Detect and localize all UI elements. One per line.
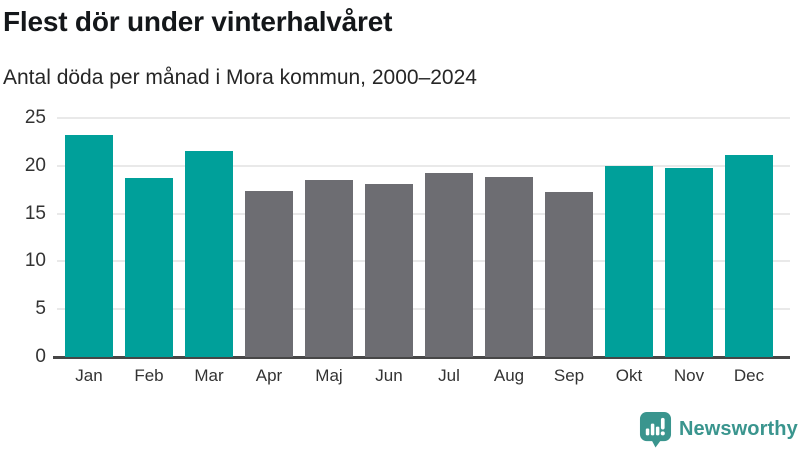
bar-sep xyxy=(545,191,593,357)
x-tick-label-aug: Aug xyxy=(493,366,525,385)
bar-maj xyxy=(305,180,353,357)
brand-name: Newsworthy xyxy=(679,418,798,440)
y-tick-label-25: 25 xyxy=(24,107,46,128)
gridline-25 xyxy=(57,117,790,119)
x-tick-label-mar: Mar xyxy=(194,366,224,385)
bar-chart-plot-area xyxy=(53,117,790,359)
gridline-15 xyxy=(57,212,790,215)
x-tick-label-jul: Jul xyxy=(438,366,460,385)
newsworthy-logo-icon xyxy=(639,412,672,448)
chart-title: Flest dör under vinterhalvåret xyxy=(3,6,393,37)
gridline-20 xyxy=(57,164,790,167)
bar-jan xyxy=(65,135,113,357)
x-tick-label-okt: Okt xyxy=(615,366,643,385)
bar-okt xyxy=(605,165,653,357)
x-tick-label-jan: Jan xyxy=(75,366,103,385)
y-tick-label-5: 5 xyxy=(35,298,46,320)
brand-footer: Newsworthy xyxy=(639,411,798,448)
gridline-10 xyxy=(57,260,790,263)
bar-nov xyxy=(665,167,713,357)
bar-apr xyxy=(245,190,293,357)
x-tick-label-dec: Dec xyxy=(733,366,765,385)
bar-feb xyxy=(125,178,173,357)
y-tick-label-10: 10 xyxy=(24,250,46,272)
bar-jun xyxy=(365,183,413,357)
y-tick-label-20: 20 xyxy=(24,154,46,176)
bar-mar xyxy=(185,151,233,357)
x-tick-label-nov: Nov xyxy=(673,366,705,385)
y-tick-label-0: 0 xyxy=(35,346,46,367)
gridline-5 xyxy=(57,308,790,311)
x-tick-label-feb: Feb xyxy=(134,366,164,385)
x-tick-label-sep: Sep xyxy=(553,366,585,385)
y-tick-label-15: 15 xyxy=(24,202,46,224)
x-tick-label-apr: Apr xyxy=(255,366,283,385)
bar-dec xyxy=(725,155,773,357)
chart-subtitle: Antal döda per månad i Mora kommun, 2000… xyxy=(3,66,477,89)
bar-aug xyxy=(485,177,533,357)
x-axis-baseline xyxy=(53,356,790,359)
bar-jul xyxy=(425,172,473,357)
x-tick-label-jun: Jun xyxy=(375,366,403,385)
x-tick-label-maj: Maj xyxy=(315,366,343,385)
